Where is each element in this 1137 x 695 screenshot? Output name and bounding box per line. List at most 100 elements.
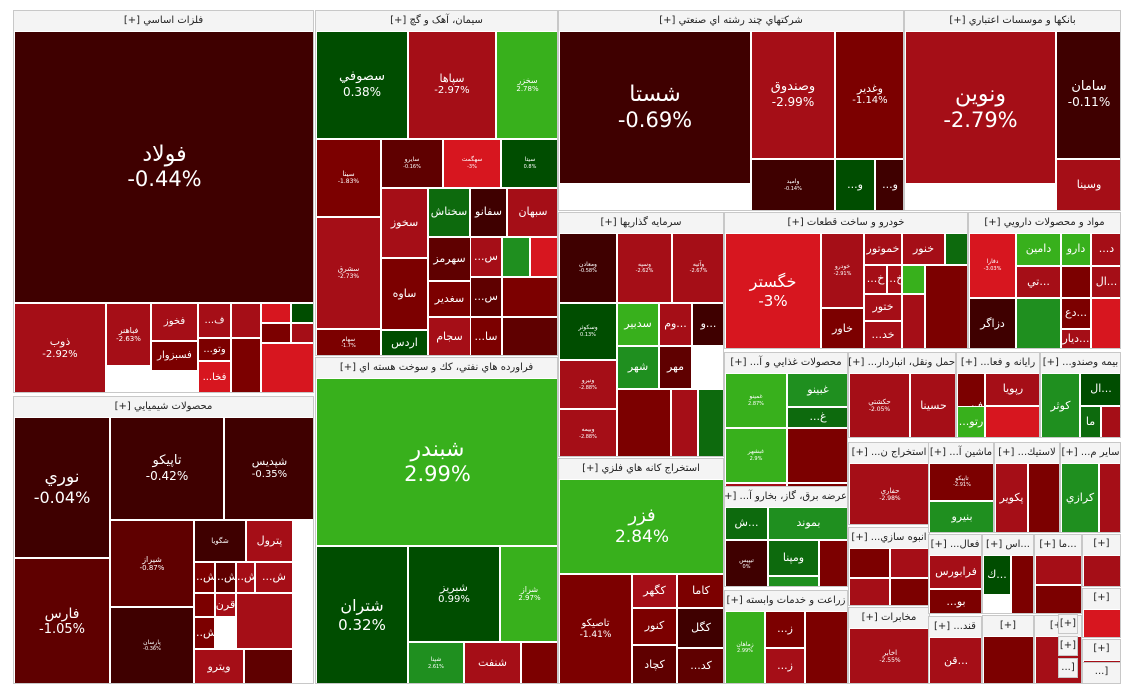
stock-tile[interactable]: ز... bbox=[765, 611, 805, 648]
stock-tile[interactable]: ساوه bbox=[381, 258, 428, 330]
stock-tile[interactable]: سهگمت -3% bbox=[443, 139, 501, 188]
stock-tile[interactable]: س... bbox=[470, 237, 502, 277]
sector-header[interactable]: رايانه و فعا... [+] bbox=[957, 353, 1039, 373]
stock-tile[interactable]: فزر 2.84% bbox=[559, 479, 723, 574]
stock-tile[interactable]: سيتا 0.8% bbox=[501, 139, 557, 188]
stock-tile[interactable]: دفارا -3.03% bbox=[969, 233, 1016, 298]
stock-tile[interactable]: وبيمه -2.88% bbox=[559, 409, 617, 456]
stock-tile[interactable]: سصوفي 0.38% bbox=[316, 31, 408, 139]
stock-tile[interactable]: سفانو bbox=[470, 188, 507, 237]
stock-tile[interactable]: خ... bbox=[887, 265, 902, 294]
sector-header[interactable]: قند... [+] bbox=[929, 617, 981, 637]
stock-tile[interactable]: ...ديار bbox=[1061, 329, 1091, 348]
stock-tile[interactable]: شپنا 2.61% bbox=[408, 642, 464, 683]
stock-tile[interactable]: ش... bbox=[255, 562, 293, 593]
stock-tile[interactable]: وآتيه -2.67% bbox=[672, 233, 723, 303]
stock-tile[interactable]: كگل bbox=[677, 608, 723, 648]
stock-tile[interactable]: حسينا bbox=[910, 373, 955, 437]
sector-header[interactable]: [... bbox=[1059, 659, 1077, 677]
stock-tile[interactable]: وصندوق -2.99% bbox=[751, 31, 835, 159]
stock-tile[interactable]: ويترو bbox=[194, 649, 244, 683]
sector-header[interactable]: [+] bbox=[1059, 615, 1077, 633]
stock-tile[interactable]: اخابر -2.55% bbox=[849, 628, 929, 683]
stock-tile[interactable] bbox=[1028, 463, 1059, 532]
stock-tile[interactable] bbox=[231, 338, 261, 392]
stock-tile[interactable]: خاور bbox=[821, 308, 864, 348]
stock-tile[interactable]: تيپيس 0% bbox=[725, 540, 768, 586]
sector-header[interactable]: محصولات غذايي و آ... [+] bbox=[725, 353, 847, 373]
stock-tile[interactable] bbox=[787, 428, 847, 483]
stock-tile[interactable]: فباهنر -2.63% bbox=[106, 303, 151, 366]
stock-tile[interactable]: ...و bbox=[692, 303, 723, 346]
stock-tile[interactable] bbox=[925, 265, 967, 348]
stock-tile[interactable] bbox=[1099, 463, 1120, 532]
stock-tile[interactable]: نوري -0.04% bbox=[14, 417, 110, 558]
stock-tile[interactable]: ومعادن -0.58% bbox=[559, 233, 617, 303]
stock-tile[interactable] bbox=[985, 406, 1039, 437]
stock-tile[interactable]: خنور bbox=[902, 233, 945, 265]
stock-tile[interactable]: تاصيكو -1.41% bbox=[559, 574, 632, 683]
stock-tile[interactable]: وسپه -2.62% bbox=[617, 233, 672, 303]
stock-tile[interactable]: غبشهر 2.9% bbox=[725, 428, 787, 483]
stock-tile[interactable] bbox=[291, 323, 313, 343]
stock-tile[interactable]: مهر bbox=[659, 346, 692, 389]
stock-tile[interactable]: شهر bbox=[617, 346, 659, 389]
stock-tile[interactable]: كاما bbox=[677, 574, 723, 608]
stock-tile[interactable]: ز... bbox=[765, 648, 805, 683]
stock-tile[interactable]: سشرق -2.73% bbox=[316, 217, 381, 329]
stock-tile[interactable] bbox=[1083, 609, 1120, 637]
stock-tile[interactable] bbox=[1091, 298, 1120, 348]
sector-header[interactable]: [+] bbox=[1059, 637, 1077, 655]
stock-tile[interactable]: سخزر 2.78% bbox=[496, 31, 557, 139]
stock-tile[interactable] bbox=[849, 548, 890, 578]
stock-tile[interactable]: شپديس -0.35% bbox=[224, 417, 313, 520]
stock-tile[interactable]: سا... bbox=[470, 317, 502, 355]
sector-header[interactable]: ساير م... [+] bbox=[1061, 443, 1120, 463]
stock-tile[interactable]: كچاد bbox=[632, 645, 677, 683]
stock-tile[interactable] bbox=[617, 389, 671, 456]
stock-tile[interactable] bbox=[902, 294, 925, 348]
stock-tile[interactable]: و... bbox=[835, 159, 875, 210]
stock-tile[interactable]: ونيرو -2.88% bbox=[559, 360, 617, 409]
stock-tile[interactable]: ومپنا bbox=[768, 540, 819, 576]
stock-tile[interactable]: بنيرو bbox=[929, 501, 993, 532]
stock-tile[interactable] bbox=[1101, 406, 1120, 437]
sector-header[interactable]: سيمان، آهک و گچ [+] bbox=[316, 11, 557, 31]
stock-tile[interactable]: خودرو -2.91% bbox=[821, 233, 864, 308]
stock-tile[interactable]: سينا -1.83% bbox=[316, 139, 381, 217]
stock-tile[interactable] bbox=[236, 593, 293, 649]
stock-tile[interactable]: سبهان bbox=[507, 188, 557, 237]
stock-tile[interactable] bbox=[902, 265, 925, 294]
sector-header[interactable]: لاستيك... [+] bbox=[995, 443, 1059, 463]
stock-tile[interactable]: سجام bbox=[428, 317, 471, 355]
sector-header[interactable]: زراعت و خدمات وابسته [+] bbox=[725, 591, 847, 611]
stock-tile[interactable]: ختور bbox=[864, 294, 902, 321]
stock-tile[interactable]: رتو... bbox=[957, 406, 985, 437]
stock-tile[interactable] bbox=[502, 277, 557, 317]
sector-header[interactable]: محصولات شيميايي [+] bbox=[14, 397, 313, 417]
sector-header[interactable]: ماشين آ... [+] bbox=[929, 443, 993, 463]
stock-tile[interactable]: دامين bbox=[1016, 233, 1061, 266]
stock-tile[interactable]: شتران 0.32% bbox=[316, 546, 408, 683]
stock-tile[interactable] bbox=[1011, 555, 1033, 613]
stock-tile[interactable] bbox=[890, 578, 929, 605]
stock-tile[interactable]: غ... bbox=[787, 407, 847, 428]
stock-tile[interactable]: فارس -1.05% bbox=[14, 558, 110, 683]
stock-tile[interactable]: ش... bbox=[215, 562, 236, 593]
stock-tile[interactable] bbox=[945, 233, 967, 265]
stock-tile[interactable] bbox=[261, 303, 291, 323]
stock-tile[interactable]: ش... bbox=[194, 617, 215, 649]
stock-tile[interactable]: كگهر bbox=[632, 574, 677, 608]
stock-tile[interactable]: سغدير bbox=[428, 281, 471, 317]
stock-tile[interactable] bbox=[1035, 585, 1081, 613]
stock-tile[interactable]: سخوز bbox=[381, 188, 428, 258]
stock-tile[interactable]: فسبزوار bbox=[151, 341, 198, 371]
stock-tile[interactable]: سامان -0.11% bbox=[1056, 31, 1120, 159]
sector-header[interactable]: [+] bbox=[983, 616, 1033, 636]
stock-tile[interactable] bbox=[231, 303, 261, 338]
stock-tile[interactable]: سهام -1.7% bbox=[316, 329, 381, 355]
stock-tile[interactable]: ...وم bbox=[659, 303, 692, 346]
stock-tile[interactable]: شراز 2.97% bbox=[500, 546, 557, 642]
sector-header[interactable]: ...اس [+] bbox=[983, 535, 1033, 555]
sector-header[interactable]: بانکها و موسسات اعتباري [+] bbox=[905, 11, 1120, 31]
